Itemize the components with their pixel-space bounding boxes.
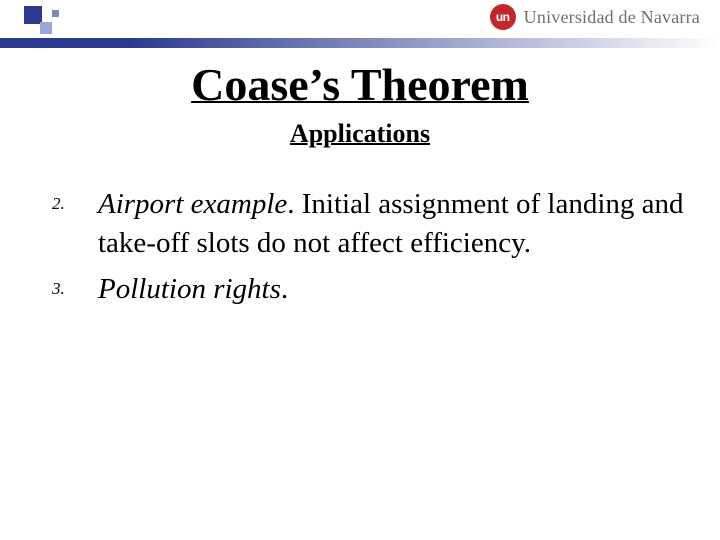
decorative-squares [24, 6, 64, 34]
slide-header: un Universidad de Navarra [0, 0, 720, 38]
university-name: Universidad de Navarra [524, 7, 700, 28]
list-item-rest: . [281, 273, 288, 305]
square-medium [40, 22, 52, 34]
list-item-emph: Airport example [98, 188, 287, 220]
un-badge-icon: un [490, 4, 516, 30]
list-item-body: Airport example. Initial assignment of l… [98, 185, 684, 262]
list-marker: 2. [52, 185, 98, 262]
university-logo: un Universidad de Navarra [490, 4, 700, 30]
list-item: 3.Pollution rights. [52, 270, 684, 309]
slide-subtitle: Applications [0, 119, 720, 149]
list-marker: 3. [52, 270, 98, 309]
square-small [52, 10, 59, 17]
list-item-emph: Pollution rights [98, 273, 281, 305]
list-item-body: Pollution rights. [98, 270, 288, 309]
gradient-divider [0, 38, 720, 48]
numbered-list: 2.Airport example. Initial assignment of… [0, 185, 720, 309]
list-item: 2.Airport example. Initial assignment of… [52, 185, 684, 262]
slide-title: Coase’s Theorem [0, 58, 720, 111]
